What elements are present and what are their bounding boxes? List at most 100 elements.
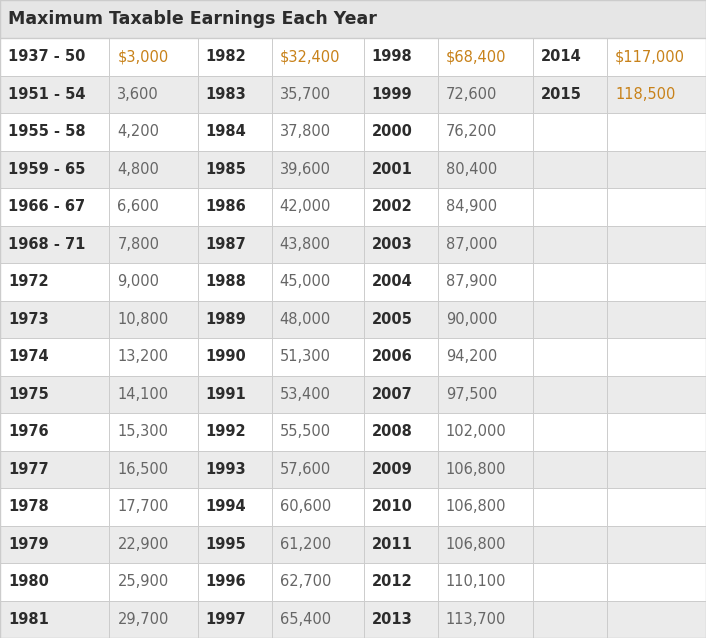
Text: 90,000: 90,000 bbox=[445, 312, 497, 327]
Text: 1994: 1994 bbox=[205, 500, 246, 514]
Text: 1996: 1996 bbox=[205, 574, 246, 590]
Bar bbox=[0, 151, 706, 188]
Text: 4,200: 4,200 bbox=[117, 124, 160, 139]
Text: 55,500: 55,500 bbox=[280, 424, 331, 439]
Bar bbox=[0, 225, 706, 263]
Text: 94,200: 94,200 bbox=[445, 349, 497, 364]
Text: 1986: 1986 bbox=[205, 199, 246, 214]
Text: 29,700: 29,700 bbox=[117, 612, 169, 627]
Text: 2014: 2014 bbox=[541, 49, 582, 64]
Text: 1955 - 58: 1955 - 58 bbox=[8, 124, 85, 139]
Text: 84,900: 84,900 bbox=[445, 199, 497, 214]
Text: $3,000: $3,000 bbox=[117, 49, 169, 64]
Text: 1937 - 50: 1937 - 50 bbox=[8, 49, 85, 64]
Text: 10,800: 10,800 bbox=[117, 312, 169, 327]
Text: 60,600: 60,600 bbox=[280, 500, 331, 514]
Text: 1988: 1988 bbox=[205, 274, 246, 289]
Text: 42,000: 42,000 bbox=[280, 199, 331, 214]
Bar bbox=[0, 300, 706, 338]
Text: 43,800: 43,800 bbox=[280, 237, 331, 252]
Text: 16,500: 16,500 bbox=[117, 462, 169, 477]
Text: 45,000: 45,000 bbox=[280, 274, 331, 289]
Text: 53,400: 53,400 bbox=[280, 387, 331, 402]
Text: 80,400: 80,400 bbox=[445, 162, 497, 177]
Text: 15,300: 15,300 bbox=[117, 424, 169, 439]
Bar bbox=[0, 188, 706, 225]
Text: 2012: 2012 bbox=[371, 574, 412, 590]
Text: 1983: 1983 bbox=[205, 87, 246, 101]
Text: 2007: 2007 bbox=[371, 387, 412, 402]
Text: 1990: 1990 bbox=[205, 349, 246, 364]
Bar bbox=[0, 488, 706, 526]
Text: 113,700: 113,700 bbox=[445, 612, 506, 627]
Text: 1978: 1978 bbox=[8, 500, 49, 514]
Text: 2011: 2011 bbox=[371, 537, 412, 552]
Text: 51,300: 51,300 bbox=[280, 349, 331, 364]
Text: Maximum Taxable Earnings Each Year: Maximum Taxable Earnings Each Year bbox=[8, 10, 377, 28]
Text: 57,600: 57,600 bbox=[280, 462, 331, 477]
Text: 1992: 1992 bbox=[205, 424, 246, 439]
Text: 61,200: 61,200 bbox=[280, 537, 331, 552]
Text: 72,600: 72,600 bbox=[445, 87, 497, 101]
Bar bbox=[0, 38, 706, 75]
Text: 1975: 1975 bbox=[8, 387, 49, 402]
Text: 106,800: 106,800 bbox=[445, 537, 506, 552]
Bar bbox=[0, 263, 706, 300]
Text: 35,700: 35,700 bbox=[280, 87, 331, 101]
Text: 1977: 1977 bbox=[8, 462, 49, 477]
Text: 1972: 1972 bbox=[8, 274, 49, 289]
Text: 1989: 1989 bbox=[205, 312, 246, 327]
Text: 2000: 2000 bbox=[371, 124, 412, 139]
Text: 118,500: 118,500 bbox=[615, 87, 676, 101]
Text: 62,700: 62,700 bbox=[280, 574, 331, 590]
Text: 1981: 1981 bbox=[8, 612, 49, 627]
Text: 1973: 1973 bbox=[8, 312, 49, 327]
Text: 37,800: 37,800 bbox=[280, 124, 331, 139]
Text: 48,000: 48,000 bbox=[280, 312, 331, 327]
Text: 1998: 1998 bbox=[371, 49, 412, 64]
Text: 1984: 1984 bbox=[205, 124, 246, 139]
Text: 2009: 2009 bbox=[371, 462, 412, 477]
Text: 1995: 1995 bbox=[205, 537, 246, 552]
Text: 39,600: 39,600 bbox=[280, 162, 331, 177]
Bar bbox=[0, 413, 706, 450]
Text: 106,800: 106,800 bbox=[445, 462, 506, 477]
Bar bbox=[0, 526, 706, 563]
Text: 1987: 1987 bbox=[205, 237, 246, 252]
Text: 1980: 1980 bbox=[8, 574, 49, 590]
Text: 2010: 2010 bbox=[371, 500, 412, 514]
Text: 14,100: 14,100 bbox=[117, 387, 169, 402]
Text: 25,900: 25,900 bbox=[117, 574, 169, 590]
Text: 97,500: 97,500 bbox=[445, 387, 497, 402]
Text: 1979: 1979 bbox=[8, 537, 49, 552]
Text: 2001: 2001 bbox=[371, 162, 412, 177]
Text: 1951 - 54: 1951 - 54 bbox=[8, 87, 85, 101]
Text: 2013: 2013 bbox=[371, 612, 412, 627]
Text: 2002: 2002 bbox=[371, 199, 412, 214]
Text: 6,600: 6,600 bbox=[117, 199, 160, 214]
Text: 9,000: 9,000 bbox=[117, 274, 160, 289]
Text: 1991: 1991 bbox=[205, 387, 246, 402]
Text: 102,000: 102,000 bbox=[445, 424, 506, 439]
Text: 17,700: 17,700 bbox=[117, 500, 169, 514]
Text: 1985: 1985 bbox=[205, 162, 246, 177]
Bar bbox=[0, 450, 706, 488]
Text: $117,000: $117,000 bbox=[615, 49, 685, 64]
Text: 1993: 1993 bbox=[205, 462, 246, 477]
Text: 1999: 1999 bbox=[371, 87, 412, 101]
Text: 2006: 2006 bbox=[371, 349, 412, 364]
Text: 106,800: 106,800 bbox=[445, 500, 506, 514]
Bar bbox=[0, 0, 706, 38]
Text: 1968 - 71: 1968 - 71 bbox=[8, 237, 85, 252]
Bar bbox=[0, 563, 706, 600]
Text: 1976: 1976 bbox=[8, 424, 49, 439]
Text: 2003: 2003 bbox=[371, 237, 412, 252]
Bar bbox=[0, 600, 706, 638]
Text: 1974: 1974 bbox=[8, 349, 49, 364]
Text: 2008: 2008 bbox=[371, 424, 412, 439]
Text: 1966 - 67: 1966 - 67 bbox=[8, 199, 85, 214]
Text: 1982: 1982 bbox=[205, 49, 246, 64]
Text: $32,400: $32,400 bbox=[280, 49, 340, 64]
Text: 87,900: 87,900 bbox=[445, 274, 497, 289]
Text: $68,400: $68,400 bbox=[445, 49, 506, 64]
